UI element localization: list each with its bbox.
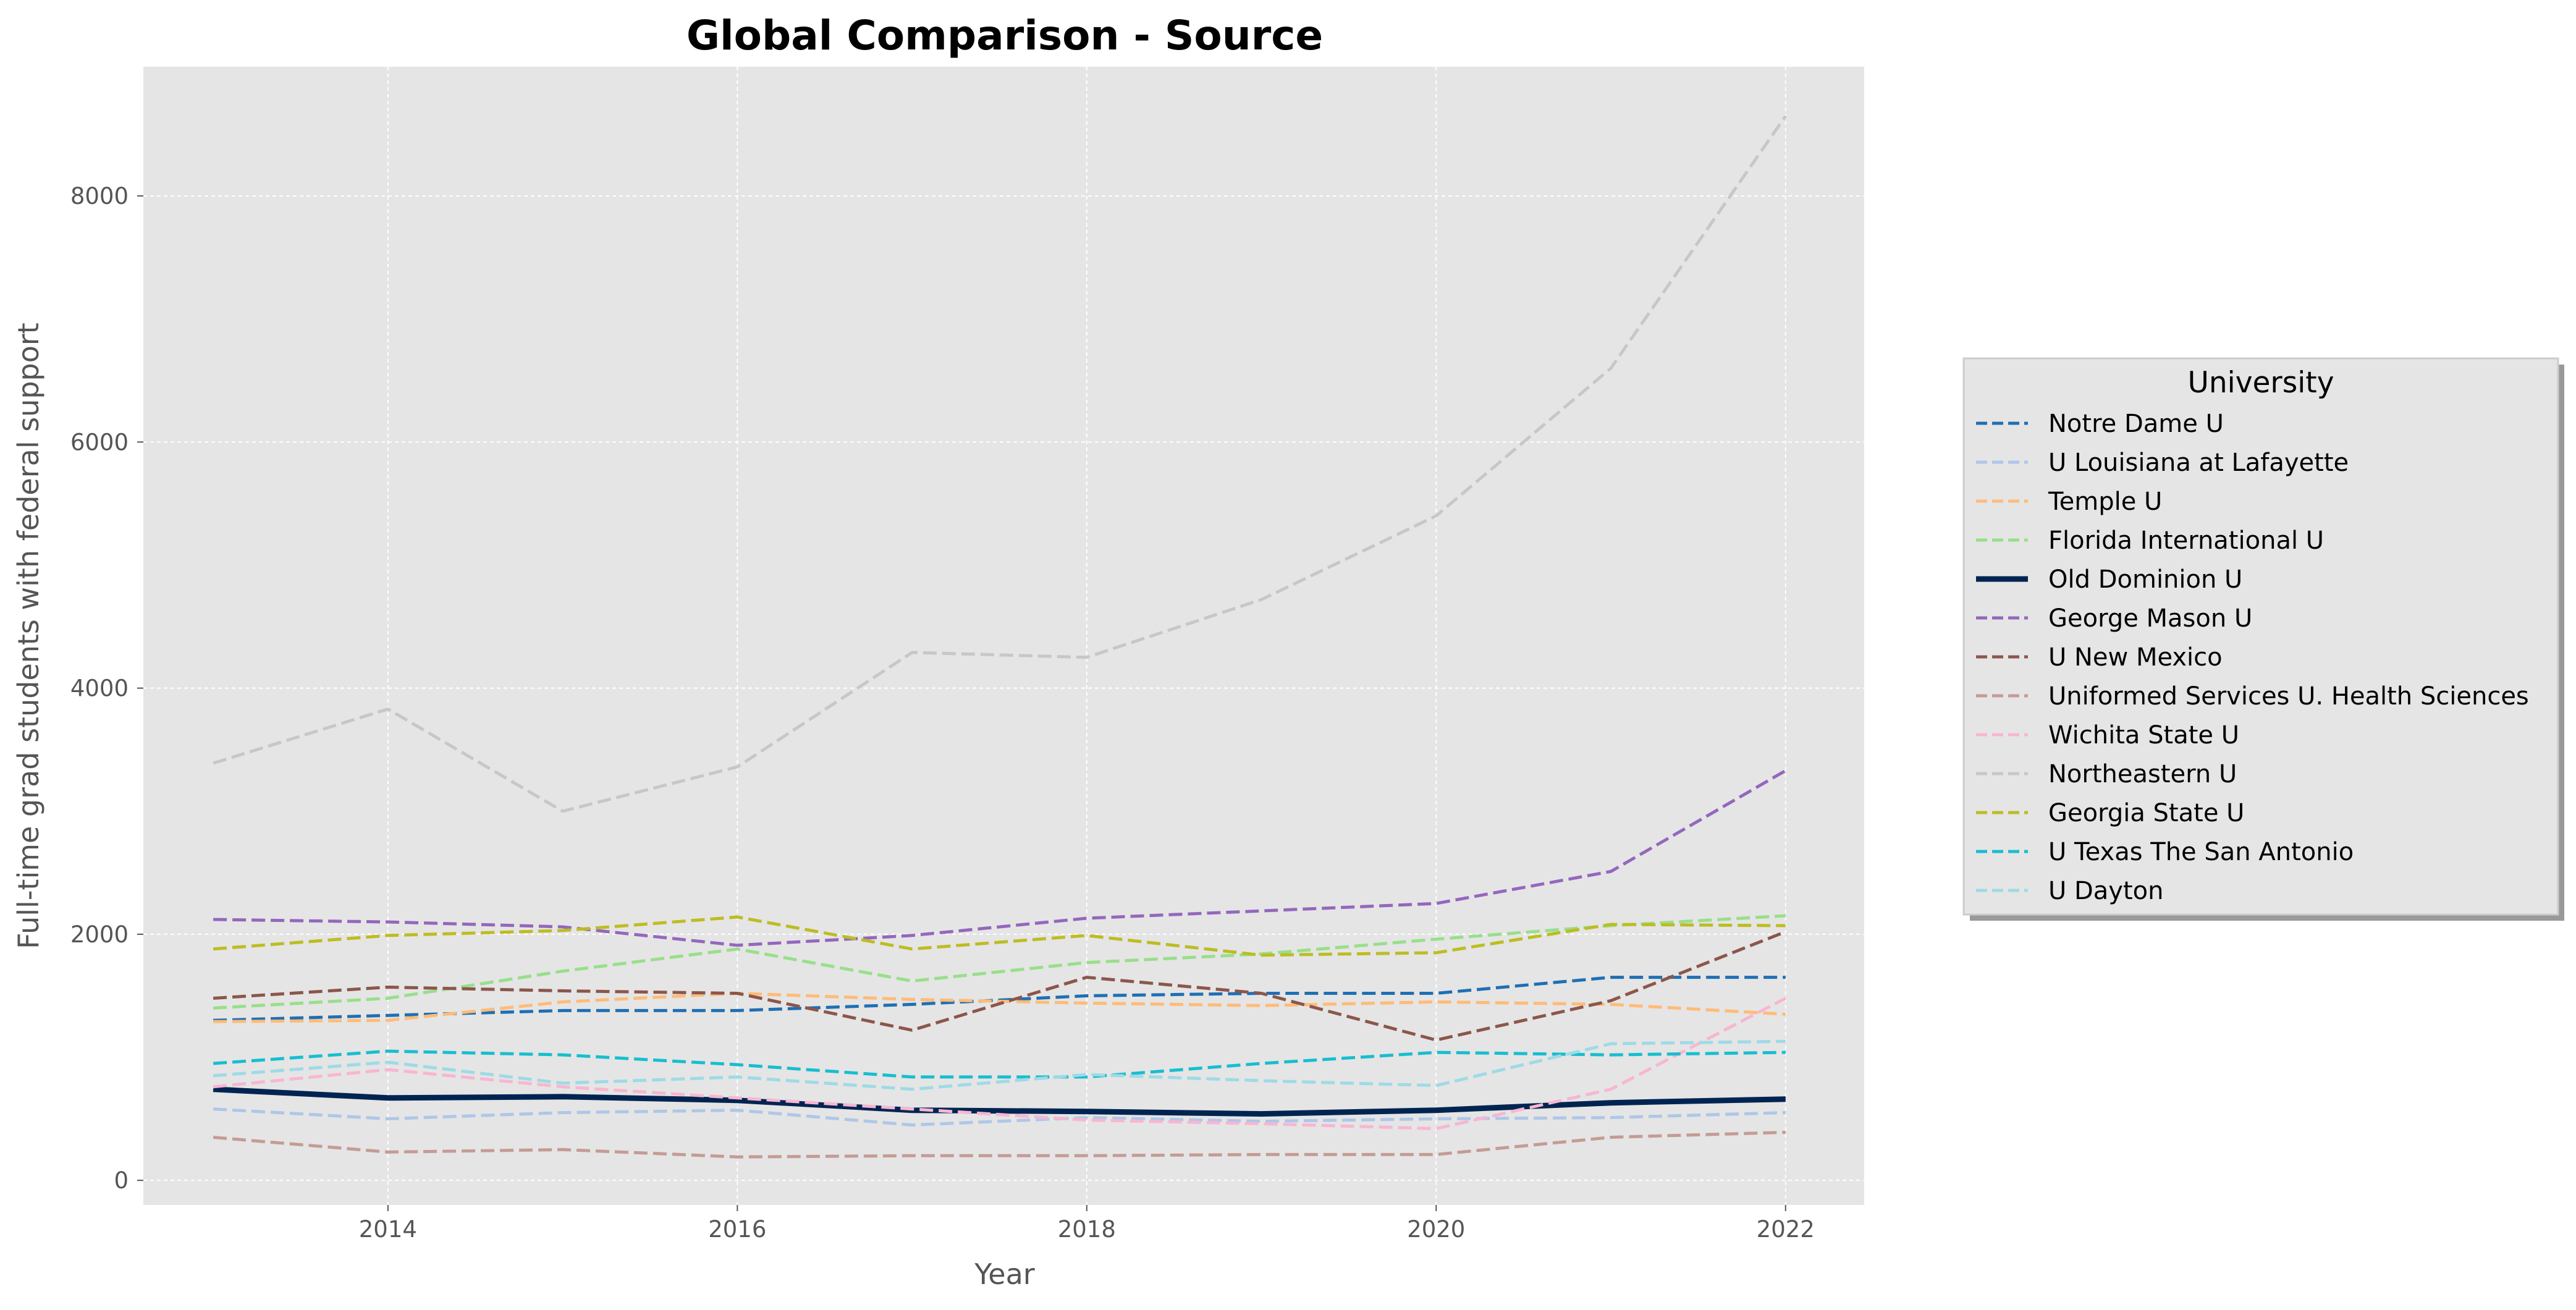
legend-label-uniformed-services-u-health-sciences: Uniformed Services U. Health Sciences [2048, 682, 2529, 711]
legend-label-u-louisiana-at-lafayette: U Louisiana at Lafayette [2048, 449, 2349, 477]
series-line-wichita-state-u [213, 997, 1786, 1130]
x-tick-label: 2022 [1757, 1216, 1815, 1243]
chart-title: Global Comparison - Source [686, 12, 1323, 59]
x-tick-label: 2016 [708, 1216, 766, 1243]
legend-label-u-dayton: U Dayton [2048, 877, 2163, 905]
series-line-florida-international-u [213, 914, 1786, 1010]
y-tick-label: 4000 [70, 675, 129, 702]
legend-items: Notre Dame U U Louisiana at Lafayette Temp… [1976, 410, 2529, 905]
series-line-u-new-mexico [213, 930, 1786, 1042]
x-tick-label: 2018 [1058, 1216, 1116, 1243]
legend-box [1962, 357, 2559, 916]
series-lines [213, 115, 1787, 1159]
legend-label-wichita-state-u: Wichita State U [2048, 721, 2239, 750]
legend: University Notre Dame U U Louisiana at La… [1962, 357, 2564, 921]
legend-label-northeastern-u: Northeastern U [2048, 760, 2237, 788]
plot-area [143, 67, 1864, 1205]
series-line-u-texas-the-san-antonio [213, 1049, 1786, 1079]
y-tick-label: 0 [114, 1167, 129, 1194]
legend-label-george-mason-u: George Mason U [2048, 604, 2252, 633]
series-line-george-mason-u [213, 769, 1787, 947]
y-axis-label: Full-time grad students with federal sup… [12, 323, 45, 949]
y-tick-label: 2000 [70, 921, 129, 948]
series-line-old-dominion-u [213, 1086, 1786, 1117]
legend-label-u-new-mexico: U New Mexico [2048, 643, 2223, 672]
series-line-u-louisiana-at-lafayette [213, 1107, 1786, 1127]
series-line-georgia-state-u [213, 915, 1786, 957]
legend-label-old-dominion-u: Old Dominion U [2048, 565, 2242, 594]
axis-ticks: 2014 2016 2018 2020 2022 0 2000 4000 6000 8000 [70, 183, 1815, 1243]
y-tick-label: 6000 [70, 429, 129, 455]
legend-label-notre-dame-u: Notre Dame U [2048, 410, 2224, 438]
x-tick-label: 2020 [1407, 1216, 1465, 1243]
legend-label-temple-u: Temple U [2048, 488, 2162, 516]
legend-label-florida-international-u: Florida International U [2048, 526, 2324, 555]
series-line-northeastern-u [213, 115, 1787, 813]
series-line-temple-u [213, 992, 1786, 1023]
series-line-u-dayton [213, 1039, 1786, 1091]
x-axis-label: Year [974, 1257, 1034, 1291]
x-tick-label: 2014 [359, 1216, 417, 1243]
series-line-uniformed-services-u-health-sciences [213, 1131, 1786, 1159]
legend-label-georgia-state-u: Georgia State U [2048, 799, 2244, 827]
legend-title: University [2187, 366, 2334, 400]
y-tick-label: 8000 [70, 183, 129, 209]
legend-label-u-texas-the-san-antonio: U Texas The San Antonio [2048, 838, 2354, 866]
